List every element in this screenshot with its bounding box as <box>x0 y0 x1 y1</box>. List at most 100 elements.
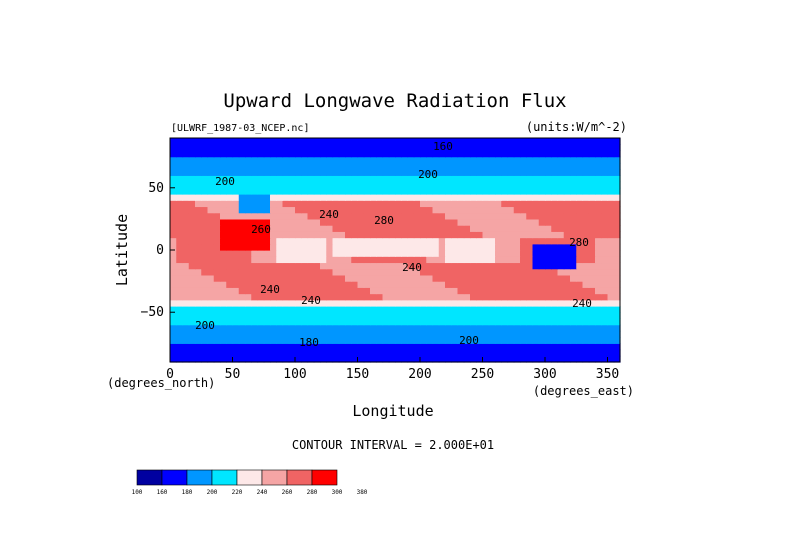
heatmap-cell <box>276 349 284 357</box>
heatmap-cell <box>407 237 415 245</box>
heatmap-cell <box>245 299 252 307</box>
heatmap-cell <box>482 169 490 176</box>
heatmap-cell <box>238 194 246 201</box>
heatmap-cell <box>413 318 421 326</box>
heatmap-cell <box>270 150 277 158</box>
heatmap-cell <box>463 175 471 183</box>
heatmap-cell <box>176 237 184 245</box>
heatmap-cell <box>332 268 340 276</box>
heatmap-cell <box>213 256 221 264</box>
heatmap-cell <box>213 330 221 338</box>
heatmap-cell <box>307 181 315 189</box>
heatmap-cell <box>607 162 615 170</box>
heatmap-cell <box>495 212 502 220</box>
heatmap-cell <box>232 287 240 295</box>
heatmap-cell <box>382 181 390 189</box>
heatmap-cell <box>538 225 546 232</box>
heatmap-cell <box>251 306 259 313</box>
heatmap-cell <box>420 144 427 152</box>
heatmap-cell <box>313 250 321 257</box>
heatmap-cell <box>182 144 190 152</box>
heatmap-cell <box>320 268 327 276</box>
heatmap-cell <box>526 225 534 232</box>
heatmap-cell <box>520 187 527 195</box>
heatmap-cell <box>488 200 496 208</box>
heatmap-cell <box>213 218 221 226</box>
heatmap-cell <box>501 355 509 363</box>
heatmap-cell <box>426 138 434 145</box>
heatmap-cell <box>607 231 615 239</box>
heatmap-cell <box>276 293 284 301</box>
heatmap-cell <box>176 231 184 239</box>
heatmap-cell <box>251 250 259 257</box>
heatmap-cell <box>320 287 327 295</box>
heatmap-cell <box>263 262 271 270</box>
heatmap-cell <box>613 306 621 313</box>
heatmap-cell <box>313 169 321 176</box>
heatmap-cell <box>420 312 427 320</box>
heatmap-cell <box>370 268 377 276</box>
heatmap-cell <box>563 299 571 307</box>
heatmap-cell <box>457 231 465 239</box>
heatmap-cell <box>595 169 602 176</box>
heatmap-cell <box>307 231 315 239</box>
heatmap-cell <box>170 281 177 288</box>
heatmap-cell <box>563 256 571 264</box>
heatmap-cell <box>588 274 596 282</box>
heatmap-cell <box>326 306 334 313</box>
heatmap-cell <box>276 355 284 363</box>
heatmap-cell <box>282 206 290 214</box>
heatmap-cell <box>351 287 359 295</box>
heatmap-cell <box>232 200 240 208</box>
colorbar-swatch <box>211 469 238 486</box>
heatmap-cell <box>270 144 277 152</box>
heatmap-cell <box>226 200 234 208</box>
heatmap-cell <box>357 181 365 189</box>
heatmap-cell <box>582 343 590 351</box>
heatmap-cell <box>257 175 265 183</box>
heatmap-cell <box>370 218 377 226</box>
heatmap-cell <box>288 181 296 189</box>
heatmap-cell <box>232 225 240 232</box>
heatmap-cell <box>507 206 515 214</box>
heatmap-cell <box>595 181 602 189</box>
heatmap-cell <box>351 262 359 270</box>
heatmap-cell <box>263 312 271 320</box>
heatmap-cell <box>195 330 202 338</box>
heatmap-cell <box>601 225 609 232</box>
heatmap-cell <box>282 287 290 295</box>
heatmap-cell <box>170 293 177 301</box>
heatmap-cell <box>532 330 540 338</box>
heatmap-cell <box>470 225 477 232</box>
heatmap-cell <box>332 156 340 164</box>
heatmap-cell <box>295 231 302 239</box>
heatmap-cell <box>538 318 546 326</box>
heatmap-cell <box>195 318 202 326</box>
heatmap-cell <box>532 243 540 251</box>
heatmap-cell <box>313 231 321 239</box>
heatmap-cell <box>338 349 346 357</box>
heatmap-cell <box>438 293 446 301</box>
heatmap-cell <box>270 281 277 288</box>
heatmap-cell <box>595 318 602 326</box>
heatmap-cell <box>520 337 527 344</box>
heatmap-cell <box>332 212 340 220</box>
heatmap-cell <box>538 324 546 332</box>
heatmap-cell <box>413 212 421 220</box>
heatmap-cell <box>588 281 596 288</box>
heatmap-cell <box>226 250 234 257</box>
heatmap-cell <box>195 150 202 158</box>
heatmap-cell <box>270 256 277 264</box>
heatmap-cell <box>501 337 509 344</box>
heatmap-cell <box>226 256 234 264</box>
heatmap-cell <box>345 274 352 282</box>
heatmap-cell <box>457 138 465 145</box>
heatmap-cell <box>407 256 415 264</box>
heatmap-cell <box>301 274 309 282</box>
heatmap-cell <box>357 225 365 232</box>
heatmap-cell <box>495 274 502 282</box>
heatmap-cell <box>407 274 415 282</box>
heatmap-cell <box>395 200 402 208</box>
heatmap-cell <box>357 138 365 145</box>
heatmap-cell <box>520 231 527 239</box>
